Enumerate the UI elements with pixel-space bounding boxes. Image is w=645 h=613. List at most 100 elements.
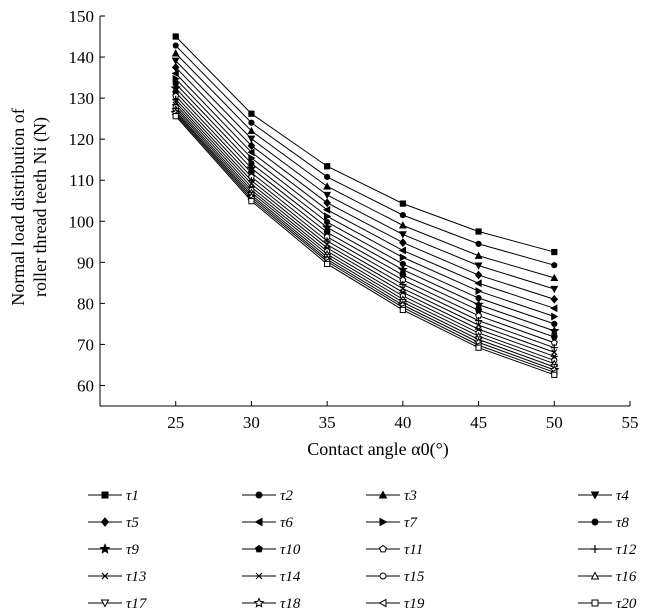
legend-label: τ4 [616, 488, 629, 504]
legend-label: τ15 [404, 569, 425, 585]
series-line [175, 108, 555, 365]
data-point [323, 191, 332, 200]
series-4 [171, 57, 559, 294]
series-line [175, 45, 555, 266]
legend-item: τ8 [578, 515, 629, 531]
series-line [175, 106, 555, 361]
data-point [322, 205, 331, 214]
series-20 [172, 113, 558, 378]
data-point [475, 287, 483, 295]
legend-item: τ7 [366, 515, 418, 531]
legend-marker [378, 490, 388, 499]
data-point [247, 135, 256, 143]
data-point [324, 173, 331, 181]
series-line [175, 95, 555, 344]
series-line [175, 36, 555, 253]
data-point [550, 285, 559, 294]
legend-label: τ6 [280, 515, 293, 531]
legend-marker [379, 517, 388, 527]
legend-marker [255, 572, 263, 580]
legend-item: τ13 [88, 569, 146, 585]
data-point [323, 237, 331, 245]
x-tick-label: 40 [394, 413, 411, 432]
data-point [475, 344, 482, 351]
x-tick-label: 50 [546, 413, 563, 432]
legend-label: τ17 [126, 596, 148, 612]
data-point [324, 260, 331, 268]
legend-marker [101, 491, 109, 499]
x-tick-label: 30 [243, 413, 260, 432]
legend-item: τ14 [242, 569, 301, 585]
series-5 [171, 62, 559, 304]
data-point [475, 240, 482, 247]
series-1 [172, 33, 558, 256]
x-axis-title: Contact angle α0(°) [307, 439, 449, 460]
y-tick-label: 60 [77, 376, 94, 395]
series-18 [170, 107, 560, 375]
series-6 [171, 69, 558, 313]
y-tick-label: 120 [69, 130, 95, 149]
legend-marker [254, 517, 263, 527]
series-line [175, 114, 555, 373]
series-line [175, 98, 555, 349]
data-point [324, 212, 332, 221]
legend-item: τ15 [366, 569, 425, 585]
y-tick-label: 110 [69, 171, 94, 190]
data-point [248, 198, 255, 205]
data-point [550, 344, 558, 352]
series-line [175, 112, 555, 371]
y-axis-title-line2: roller thread teeth Ni (N) [30, 117, 51, 297]
legend-item: τ16 [578, 569, 637, 585]
series-13 [172, 99, 558, 356]
legend-label: τ11 [404, 542, 423, 558]
data-point [551, 312, 559, 321]
data-point [248, 119, 255, 126]
y-tick-label: 90 [77, 253, 94, 272]
legend-marker [379, 572, 387, 580]
data-point [398, 231, 407, 239]
series-2 [172, 42, 558, 269]
series-15 [172, 104, 558, 364]
legend-label: τ7 [404, 515, 418, 531]
series-16 [171, 105, 559, 367]
data-point [550, 294, 559, 304]
legend-item: τ3 [366, 488, 417, 504]
series-11 [172, 92, 558, 346]
legend: τ1 τ2 τ3 τ4 τ5 τ6 τ7 τ8 τ9 τ10 τ11 τ12 τ13 τ14 τ15 τ16 τ… [88, 488, 637, 612]
legend-label: τ14 [280, 569, 301, 585]
legend-item: τ11 [366, 542, 423, 558]
data-point [550, 304, 558, 313]
series-line [175, 110, 555, 368]
data-point [248, 110, 255, 117]
legend-marker [255, 491, 263, 499]
axes: 60 70 80 90 100 110 120 130 140 150 25 30 35 40 45 50 55 [69, 7, 639, 432]
data-point [474, 279, 482, 288]
data-point [399, 280, 407, 289]
legend-item: τ19 [366, 596, 425, 612]
series-9 [170, 82, 560, 336]
data-point [248, 154, 256, 162]
data-point [323, 182, 332, 190]
y-tick-label: 130 [69, 89, 95, 108]
legend-item: τ2 [242, 488, 293, 504]
legend-label: τ18 [280, 596, 301, 612]
series-layer [170, 33, 560, 378]
legend-marker [253, 597, 265, 608]
legend-label: τ3 [404, 488, 417, 504]
legend-label: τ8 [616, 515, 629, 531]
legend-item: τ18 [242, 596, 301, 612]
x-tick-label: 35 [319, 413, 336, 432]
legend-label: τ19 [404, 596, 425, 612]
data-point [324, 163, 331, 170]
data-point [323, 198, 331, 208]
legend-marker [255, 544, 263, 553]
legend-label: τ16 [616, 569, 637, 585]
data-point [247, 126, 256, 135]
data-point [172, 74, 180, 83]
legend-label: τ10 [280, 542, 301, 558]
data-point [551, 248, 558, 256]
data-point [474, 262, 483, 270]
series-line [175, 92, 555, 338]
series-line [175, 115, 555, 376]
series-line [175, 104, 555, 357]
